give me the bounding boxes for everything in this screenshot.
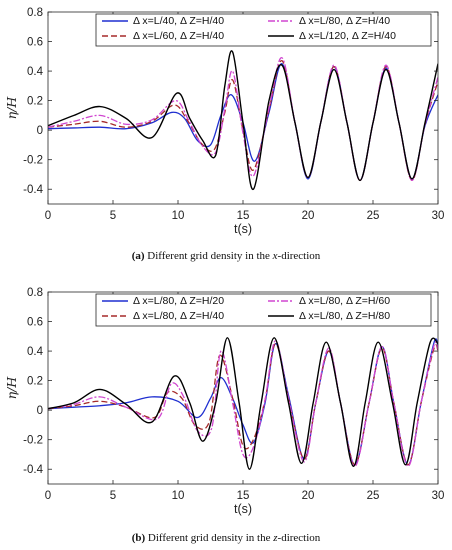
caption-b-label: (b) bbox=[131, 532, 146, 544]
y-tick-label: 0.4 bbox=[27, 66, 44, 78]
legend-entry-label: Δ x=L/80, Δ Z=H/40 bbox=[133, 310, 224, 322]
y-tick-label: 0.6 bbox=[27, 317, 43, 329]
x-tick-label: 5 bbox=[110, 490, 116, 502]
caption-b-text: Different grid density in the bbox=[147, 532, 271, 544]
x-tick-label: 30 bbox=[432, 490, 445, 502]
series-group bbox=[48, 337, 438, 470]
y-tick-label: 0 bbox=[37, 125, 43, 137]
series-line-4 bbox=[48, 337, 438, 470]
series-line-2 bbox=[48, 343, 438, 466]
y-tick-label: -0.2 bbox=[23, 155, 43, 167]
x-tick-label: 30 bbox=[432, 210, 445, 222]
x-tick-label: 0 bbox=[45, 210, 51, 222]
y-tick-label: 0.8 bbox=[27, 7, 43, 19]
y-tick-label: 0.6 bbox=[27, 37, 43, 49]
series-line-3 bbox=[48, 340, 438, 467]
legend-box bbox=[95, 13, 432, 47]
y-axis-label: η/H bbox=[4, 376, 19, 400]
legend-entry-label: Δ x=L/80, Δ Z=H/20 bbox=[133, 295, 224, 307]
series-group bbox=[48, 50, 438, 190]
x-tick-label: 25 bbox=[367, 490, 380, 502]
caption-a-text: Different grid density in the bbox=[147, 250, 270, 262]
chart-panel-a: 0 5 10 15 20 25 30 0.8 0.6 0.4 0.2 0 -0.2 -0.4 t(s) η/H… bbox=[4, 7, 444, 236]
series-line-4 bbox=[48, 50, 438, 190]
x-tick-label: 10 bbox=[172, 490, 185, 502]
legend-entry-label: Δ x=L/120, Δ Z=H/40 bbox=[299, 30, 396, 42]
x-tick-label: 10 bbox=[172, 210, 185, 222]
y-tick-label: 0.2 bbox=[27, 96, 43, 108]
legend-entry-label: Δ x=L/60, Δ Z=H/40 bbox=[133, 30, 224, 42]
y-tick-label: -0.4 bbox=[23, 464, 43, 476]
y-tick-label: -0.4 bbox=[23, 184, 43, 196]
caption-b-axis: z bbox=[273, 532, 278, 544]
legend-box bbox=[95, 293, 432, 327]
x-tick-label: 20 bbox=[302, 210, 315, 222]
x-axis-label: t(s) bbox=[234, 502, 252, 516]
legend-entry-label: Δ x=L/40, Δ Z=H/40 bbox=[133, 15, 224, 27]
x-axis-label: t(s) bbox=[234, 222, 252, 236]
legend: Δ x=L/80, Δ Z=H/20 Δ x=L/80, Δ Z=H/40 Δ x=… bbox=[95, 293, 432, 327]
x-tick-label: 5 bbox=[110, 210, 116, 222]
caption-a: (a) Different grid density in the x-dire… bbox=[0, 250, 452, 262]
x-tick-label: 15 bbox=[237, 210, 250, 222]
y-tick-label: 0 bbox=[37, 405, 43, 417]
caption-b: (b) Different grid density in the z-dire… bbox=[0, 532, 452, 544]
legend: Δ x=L/40, Δ Z=H/40 Δ x=L/60, Δ Z=H/40 Δ x=… bbox=[95, 13, 432, 47]
legend-entry-label: Δ x=L/80, Δ Z=H/60 bbox=[299, 295, 390, 307]
caption-a-label: (a) bbox=[131, 250, 145, 262]
y-tick-label: 0.2 bbox=[27, 376, 43, 388]
caption-a-suffix: -direction bbox=[277, 250, 321, 262]
y-axis-label: η/H bbox=[4, 96, 19, 120]
chart-panel-b: 0 5 10 15 20 25 30 0.8 0.6 0.4 0.2 0 -0.2 -0.4 t(s) η/H… bbox=[4, 287, 444, 516]
x-tick-label: 20 bbox=[302, 490, 315, 502]
x-tick-label: 0 bbox=[45, 490, 51, 502]
series-line-3 bbox=[48, 57, 438, 182]
legend-entry-label: Δ x=L/80, Δ Z=H/40 bbox=[299, 15, 390, 27]
x-tick-label: 25 bbox=[367, 210, 380, 222]
y-tick-label: -0.2 bbox=[23, 435, 43, 447]
caption-b-suffix: -direction bbox=[277, 532, 321, 544]
y-tick-label: 0.8 bbox=[27, 287, 43, 299]
legend-entry-label: Δ x=L/80, Δ Z=H/80 bbox=[299, 310, 390, 322]
x-tick-label: 15 bbox=[237, 490, 250, 502]
caption-a-axis: x bbox=[272, 250, 278, 262]
y-tick-label: 0.4 bbox=[27, 346, 44, 358]
